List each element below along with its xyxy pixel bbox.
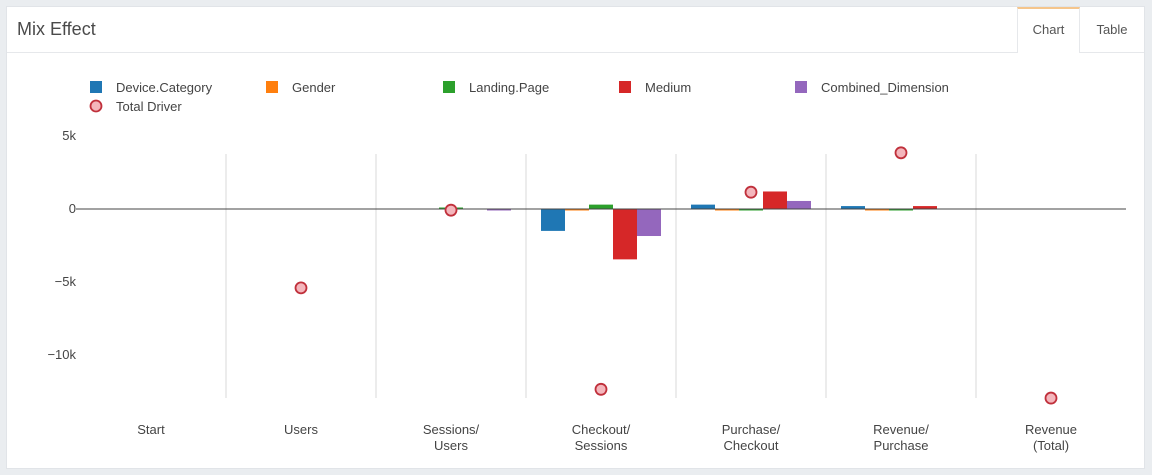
total-driver-point [894, 146, 908, 160]
legend-swatch [795, 81, 807, 93]
y-tick-label: −10k [47, 347, 76, 362]
bar [763, 191, 787, 209]
bar [613, 209, 637, 260]
x-tick-label: Revenue/Purchase [873, 422, 929, 453]
y-tick-label: 5k [62, 128, 76, 143]
total-driver-point [744, 185, 758, 199]
bar [739, 209, 763, 211]
legend-swatch [443, 81, 455, 93]
x-tick-label: Sessions/Users [423, 422, 480, 453]
bar [913, 206, 937, 209]
legend-label: Gender [292, 80, 336, 95]
mix-effect-panel: Mix Effect Chart Table [6, 6, 1145, 469]
x-tick-label: Revenue (Total) [1025, 422, 1077, 453]
legend-swatch [90, 81, 102, 93]
view-tabs: Chart Table [1017, 7, 1144, 53]
total-driver-point [444, 203, 458, 217]
panel-header: Mix Effect Chart Table [7, 7, 1144, 53]
legend-marker [89, 99, 103, 113]
y-tick-label: 0 [69, 201, 76, 216]
x-tick-label: Purchase/Checkout [722, 422, 781, 453]
x-tick-label: Users [284, 422, 318, 437]
bar [691, 204, 715, 209]
bar [541, 209, 565, 231]
total-driver-point [294, 281, 308, 295]
bar [565, 209, 589, 211]
y-tick-label: −5k [55, 274, 77, 289]
bar [637, 209, 661, 237]
legend-swatch [266, 81, 278, 93]
bar [589, 204, 613, 209]
legend-label: Total Driver [116, 99, 182, 114]
legend-label: Landing.Page [469, 80, 549, 95]
bar [487, 209, 511, 211]
panel-title: Mix Effect [17, 19, 96, 39]
bar [841, 206, 865, 209]
bar [865, 209, 889, 211]
total-driver-point [1044, 391, 1058, 405]
x-tick-label: Start [137, 422, 165, 437]
legend-label: Medium [645, 80, 691, 95]
total-driver-point [594, 382, 608, 396]
tab-table[interactable]: Table [1096, 22, 1128, 37]
x-tick-label: Checkout/Sessions [572, 422, 631, 453]
tab-chart[interactable]: Chart [1017, 7, 1080, 53]
legend-label: Device.Category [116, 80, 213, 95]
bar [715, 209, 739, 211]
legend-swatch [619, 81, 631, 93]
bar [787, 200, 811, 209]
legend-label: Combined_Dimension [821, 80, 949, 95]
bar [889, 209, 913, 211]
